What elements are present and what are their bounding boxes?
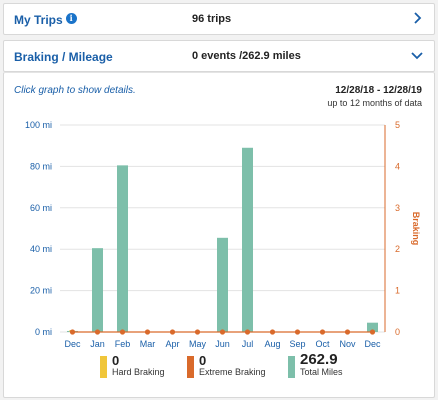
chevron-right-icon[interactable]	[410, 11, 424, 25]
braking-point	[94, 329, 101, 335]
legend-swatch-hard-braking	[100, 356, 107, 378]
legend-swatch-total-miles	[288, 356, 295, 378]
x-tick-label: Jan	[90, 339, 105, 349]
y-right-axis-label: Braking	[411, 212, 421, 246]
total-miles-value: 262.9	[300, 351, 338, 368]
info-icon[interactable]: i	[65, 13, 77, 24]
y-left-tick-label: 20 mi	[30, 286, 52, 296]
x-tick-label: Jul	[242, 339, 254, 349]
braking-point	[269, 329, 276, 335]
braking-point	[369, 329, 376, 335]
x-tick-label: Jun	[215, 339, 230, 349]
braking-point	[294, 329, 301, 335]
x-tick-label: Sep	[289, 339, 305, 349]
braking-point	[119, 329, 126, 335]
bar-total-miles	[117, 165, 128, 332]
braking-point	[144, 329, 151, 335]
y-left-tick-label: 60 mi	[30, 203, 52, 213]
trips-count: 96 trips	[192, 13, 232, 25]
y-right-tick-label: 2	[395, 244, 400, 254]
bar-total-miles	[92, 248, 103, 332]
braking-mileage-row[interactable]: Braking / Mileage 0 events /262.9 miles	[3, 40, 435, 72]
braking-point	[244, 329, 251, 335]
extreme-braking-label: Extreme Braking	[199, 367, 266, 377]
braking-point	[194, 329, 201, 335]
chart-legend: 0 Hard Braking 0 Extreme Braking 262.9 T…	[4, 351, 434, 393]
x-tick-label: Mar	[140, 339, 156, 349]
x-tick-label: Aug	[264, 339, 280, 349]
x-tick-label: Apr	[165, 339, 179, 349]
braking-point	[69, 329, 76, 335]
x-tick-label: Dec	[64, 339, 81, 349]
braking-point	[319, 329, 326, 335]
extreme-braking-value: 0	[199, 353, 207, 368]
y-right-tick-label: 5	[395, 120, 400, 130]
y-right-tick-label: 3	[395, 203, 400, 213]
y-right-tick-label: 1	[395, 286, 400, 296]
x-tick-label: May	[189, 339, 207, 349]
legend-swatch-extreme-braking	[187, 356, 194, 378]
braking-mileage-title: Braking / Mileage	[14, 50, 113, 64]
my-trips-label: My Trips	[14, 13, 63, 27]
braking-point	[219, 329, 226, 335]
x-tick-label: Dec	[364, 339, 381, 349]
x-tick-label: Feb	[115, 339, 131, 349]
my-trips-title: My Trips i	[14, 13, 77, 27]
y-left-tick-label: 0 mi	[35, 327, 52, 337]
x-tick-label: Oct	[315, 339, 330, 349]
braking-mileage-panel: Click graph to show details. 12/28/18 - …	[3, 72, 435, 398]
y-left-tick-label: 100 mi	[25, 120, 52, 130]
bar-total-miles	[242, 147, 253, 332]
my-trips-row[interactable]: My Trips i 96 trips	[3, 3, 435, 35]
braking-point	[344, 329, 351, 335]
braking-point	[169, 329, 176, 335]
y-left-tick-label: 40 mi	[30, 244, 52, 254]
mileage-chart[interactable]: 0 mi 20 mi 40 mi 60 mi 80 mi 100 mi 0 1 2 3 4 5 Brak…	[4, 73, 436, 353]
total-miles-label: Total Miles	[300, 367, 343, 377]
y-right-tick-label: 4	[395, 161, 400, 171]
y-right-tick-label: 0	[395, 327, 400, 337]
y-left-tick-label: 80 mi	[30, 161, 52, 171]
range-note: up to 12 months of data	[327, 98, 422, 108]
x-tick-label: Nov	[339, 339, 356, 349]
hard-braking-value: 0	[112, 353, 120, 368]
chevron-down-icon[interactable]	[410, 48, 424, 62]
braking-mileage-summary: 0 events /262.9 miles	[192, 50, 301, 62]
date-range: 12/28/18 - 12/28/19	[335, 85, 422, 96]
hard-braking-label: Hard Braking	[112, 367, 165, 377]
chart-hint: Click graph to show details.	[14, 85, 136, 96]
bar-total-miles	[367, 322, 378, 332]
bar-total-miles	[217, 237, 228, 332]
